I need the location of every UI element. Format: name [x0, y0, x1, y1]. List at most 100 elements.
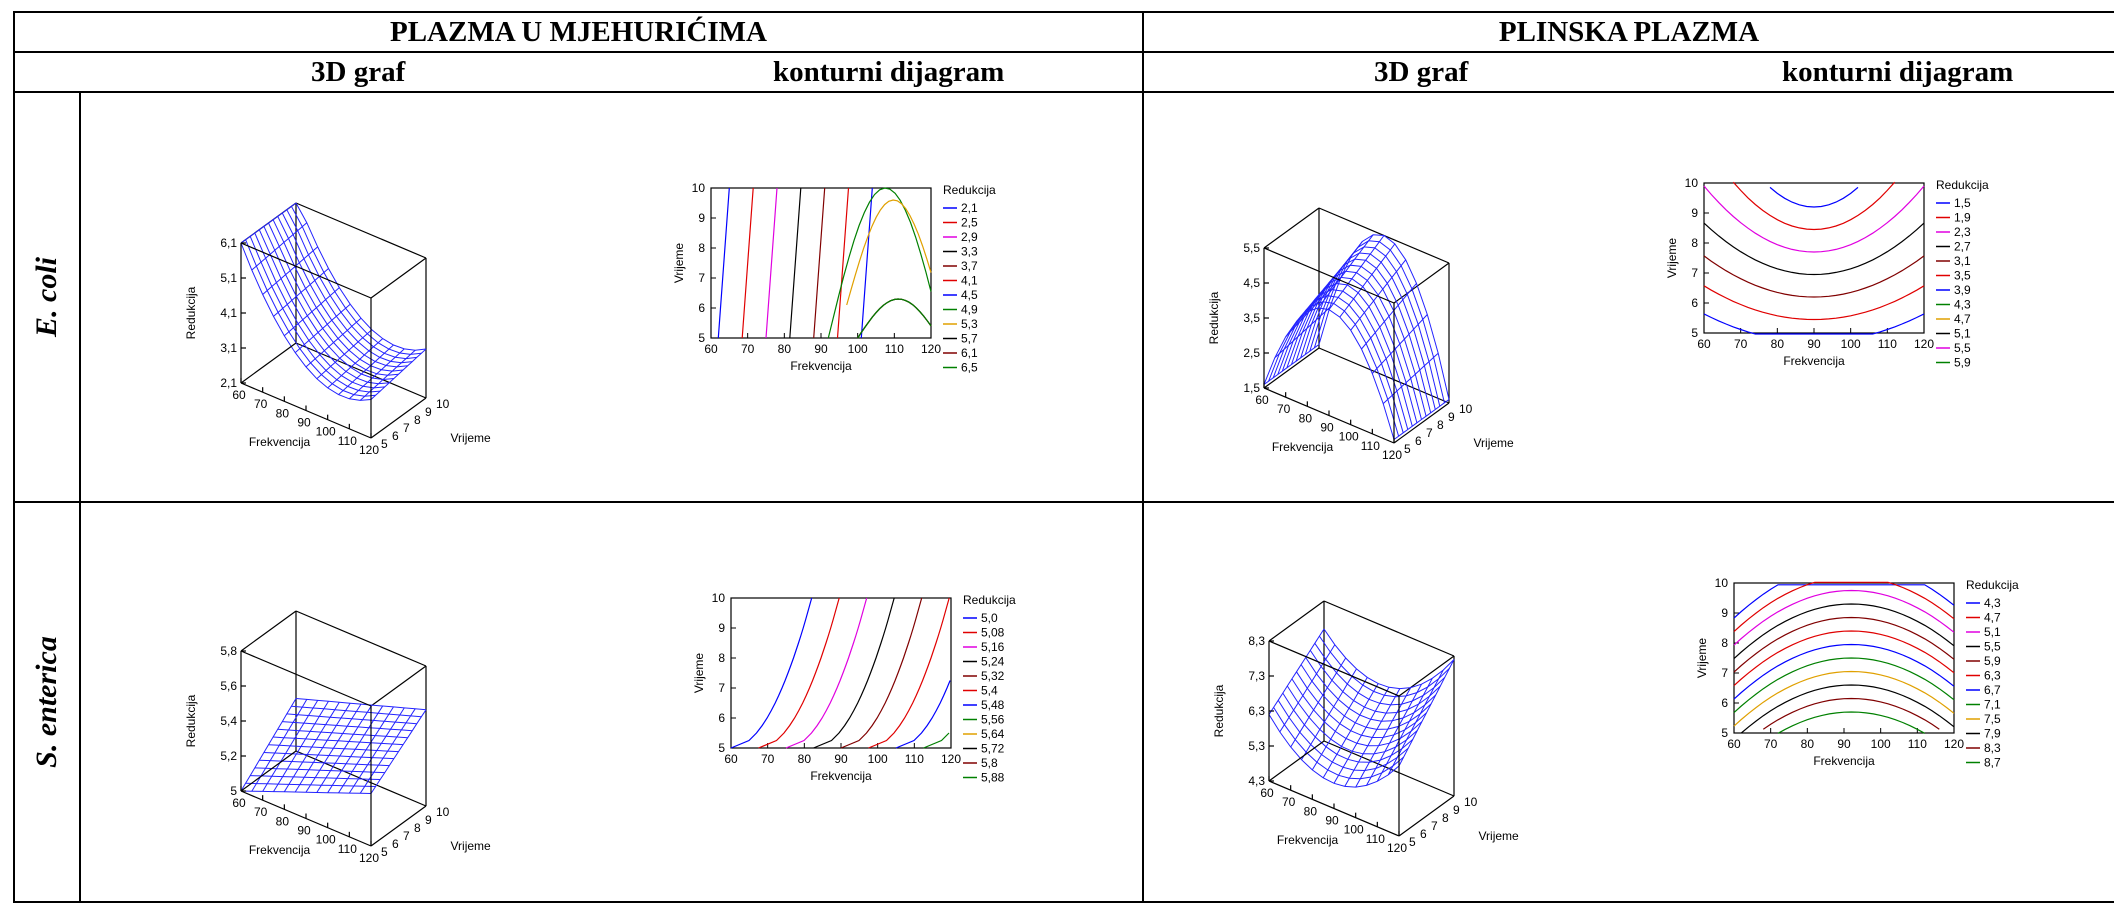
- y-tick-label: 5: [1721, 726, 1728, 740]
- legend-label: 4,7: [1954, 312, 1971, 326]
- z-tick-label: 5: [230, 784, 237, 798]
- y-tick-label: 5: [381, 845, 388, 859]
- contour-lines: [1733, 581, 1955, 734]
- y-tick-label: 10: [1464, 795, 1478, 809]
- legend-label: 1,5: [1954, 196, 1971, 210]
- legend-label: 5,8: [981, 756, 998, 770]
- x-tick-label: 100: [1871, 737, 1891, 751]
- box-edge: [295, 202, 427, 259]
- x-tick-label: 80: [778, 342, 792, 356]
- y-tick-label: 5: [1404, 442, 1411, 456]
- contour-line: [1733, 643, 1955, 700]
- y-tick-label: 9: [1453, 803, 1460, 817]
- y-tick-label: 10: [712, 591, 726, 605]
- contour-line: [1733, 581, 1955, 633]
- contour-line: [1703, 185, 1925, 253]
- x-axis-label: Frekvencija: [1783, 354, 1845, 368]
- contour-lines: [717, 187, 932, 339]
- legend-label: 3,3: [961, 245, 978, 259]
- x-tick-label: 120: [1387, 841, 1407, 855]
- surface-grid-line: [370, 348, 427, 400]
- legend-label: 5,48: [981, 698, 1005, 712]
- contour-line: [1777, 711, 1925, 734]
- y-tick-label: 8: [1442, 811, 1449, 825]
- legend-label: 5,32: [981, 669, 1005, 683]
- surface-grid-line: [268, 222, 399, 376]
- x-tick-label: 120: [921, 342, 941, 356]
- x-tick-label: 90: [297, 416, 311, 430]
- surface-grid-line: [295, 202, 427, 351]
- z-axis-label: Redukcija: [184, 694, 198, 747]
- x-tick-label: 110: [1878, 337, 1897, 351]
- y-tick-label: 10: [436, 397, 450, 411]
- y-tick-label: 8: [1691, 236, 1698, 250]
- legend-label: 3,7: [961, 259, 978, 273]
- y-axis-label: Vrijeme: [451, 431, 492, 445]
- x-tick-label: 60: [1697, 337, 1711, 351]
- x-tick-label: 70: [1277, 402, 1291, 416]
- box-edge: [240, 242, 372, 299]
- legend-label: 5,1: [1954, 327, 1971, 341]
- box-edge: [1398, 655, 1455, 697]
- y-tick-label: 9: [425, 813, 432, 827]
- row-label-senterica: S. enterica: [13, 501, 81, 903]
- y-tick-label: 10: [1459, 402, 1473, 416]
- y-tick-label: 8: [414, 413, 421, 427]
- surface-grid-line: [295, 698, 427, 711]
- box-edge: [370, 665, 427, 707]
- y-tick-label: 7: [1721, 666, 1728, 680]
- z-tick-label: 5,3: [1248, 739, 1265, 753]
- surface-grid-line: [1393, 399, 1450, 440]
- x-tick-label: 70: [254, 397, 268, 411]
- legend-label: 5,64: [981, 727, 1005, 741]
- y-tick-label: 7: [1426, 426, 1433, 440]
- surface-grid-line: [370, 709, 427, 794]
- legend-title: Redukcija: [1936, 178, 1989, 192]
- contour-line: [895, 680, 951, 749]
- y-tick-label: 7: [403, 421, 410, 435]
- z-tick-label: 3,1: [220, 341, 237, 355]
- z-tick-label: 5,2: [220, 749, 237, 763]
- surface-grid-line: [245, 239, 376, 397]
- legend-label: 5,56: [981, 713, 1005, 727]
- row-label-ecoli: E. coli: [13, 91, 81, 503]
- y-axis-label: Vrijeme: [1474, 436, 1515, 450]
- z-tick-label: 5,5: [1243, 241, 1260, 255]
- z-tick-label: 4,1: [220, 306, 237, 320]
- y-tick-label: 5: [718, 741, 725, 755]
- y-tick-label: 9: [1691, 206, 1698, 220]
- legend-label: 4,1: [961, 274, 978, 288]
- legend-label: 7,5: [1984, 712, 2001, 726]
- contour-line: [789, 187, 802, 339]
- surface-grid-line: [249, 236, 381, 393]
- legend-label: 5,9: [1984, 654, 2001, 668]
- legend-title: Redukcija: [963, 593, 1016, 607]
- x-tick-label: 70: [1282, 795, 1296, 809]
- x-tick-label: 120: [1944, 737, 1964, 751]
- contour-line: [1733, 616, 1955, 673]
- contour-line: [1733, 657, 1955, 714]
- cell-ecoli-bubble: 2,1 3,1 4,1 5,1 6,1 60 70 80 90 100 110 120 5 6 7 8 9 10 F…: [79, 91, 1144, 503]
- x-tick-label: 60: [704, 342, 718, 356]
- x-tick-label: 100: [1841, 337, 1861, 351]
- x-tick-label: 100: [316, 425, 336, 439]
- contour-line: [1733, 670, 1955, 727]
- surface-grid-line: [359, 708, 416, 794]
- cell-senterica-gas: 4,3 5,3 6,3 7,3 8,3 60 70 80 90 100 110 120 5 6 7 8 9 10 F…: [1142, 501, 2114, 903]
- box-edge: [1393, 402, 1450, 444]
- y-tick-label: 10: [1685, 176, 1699, 190]
- legend-label: 8,3: [1984, 741, 2001, 755]
- box-edge: [1398, 795, 1455, 837]
- box-edge: [1393, 262, 1450, 304]
- contour-line: [857, 298, 932, 339]
- x-tick-label: 90: [1325, 814, 1339, 828]
- box-edge: [370, 257, 427, 299]
- y-tick-label: 6: [698, 301, 705, 315]
- legend-label: 7,1: [1984, 698, 2001, 712]
- y-tick-label: 7: [698, 271, 705, 285]
- x-tick-label: 110: [1908, 737, 1927, 751]
- y-tick-label: 7: [1431, 819, 1438, 833]
